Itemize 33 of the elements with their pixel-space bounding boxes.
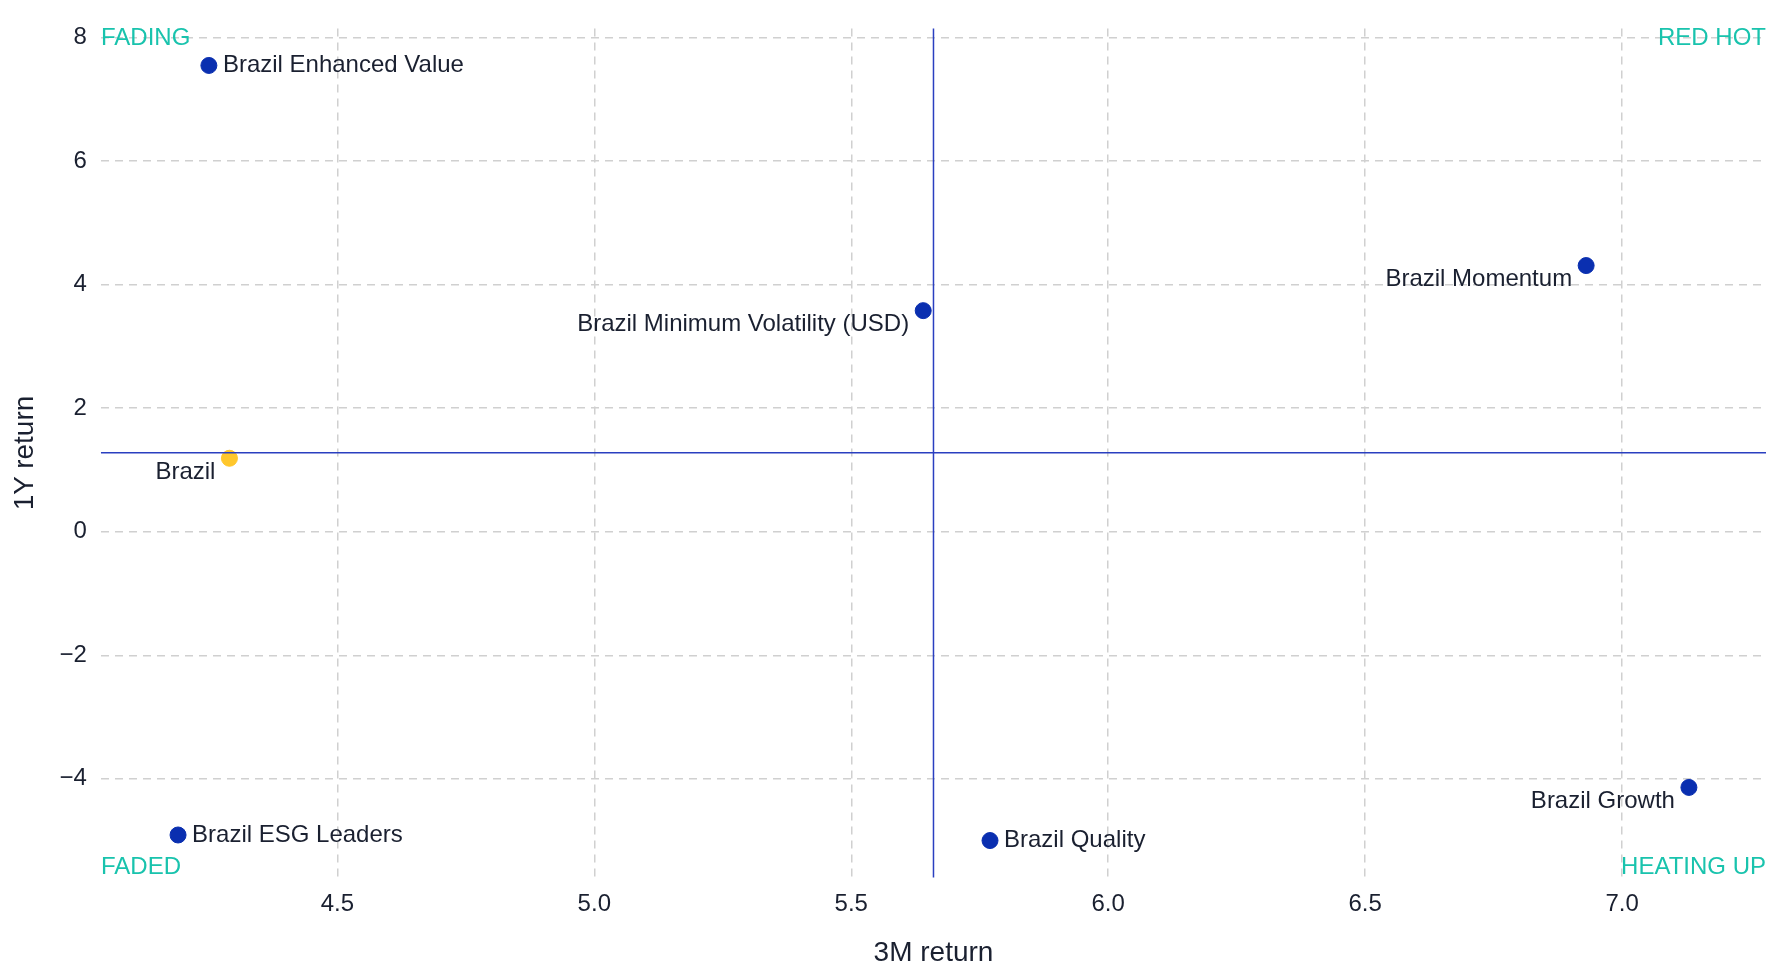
x-tick-label: 5.5 [834,888,868,916]
y-tick-label: 2 [73,392,87,420]
x-tick-label: 5.0 [577,888,611,916]
annotation: FADING [100,23,191,51]
x-tick-label: 6.5 [1348,888,1382,916]
y-tick-label: 6 [73,145,87,173]
series-label: Brazil Growth [1530,786,1675,814]
point [220,449,238,467]
series-label: Brazil ESG Leaders [192,819,403,847]
y-axis-title: 1Y return [7,395,39,511]
series-label: Brazil Minimum Volatility (USD) [577,309,910,337]
y-tick-label: 8 [73,22,87,50]
x-tick-label: 7.0 [1605,888,1639,916]
x-axis-title: 3M return [873,935,994,967]
series-label: Brazil Enhanced Value [222,50,464,78]
point [1577,257,1595,275]
x-tick-label: 6.0 [1091,888,1125,916]
point [981,832,999,850]
point [914,302,932,320]
annotation: FADED [100,852,181,880]
x-tick-label: 4.5 [320,888,355,916]
series-label: Brazil Momentum [1385,264,1573,292]
series-label: Brazil [155,456,216,484]
annotation: RED HOT [1658,23,1767,51]
y-tick-label: 0 [73,516,87,544]
point [169,826,187,844]
y-tick-label: −4 [59,763,87,791]
series-label: Brazil Quality [1004,825,1146,853]
point [200,56,218,74]
annotation: HEATING UP [1621,852,1766,880]
point [1680,778,1698,796]
y-tick-label: −2 [59,639,87,667]
y-tick-label: 4 [73,269,87,297]
